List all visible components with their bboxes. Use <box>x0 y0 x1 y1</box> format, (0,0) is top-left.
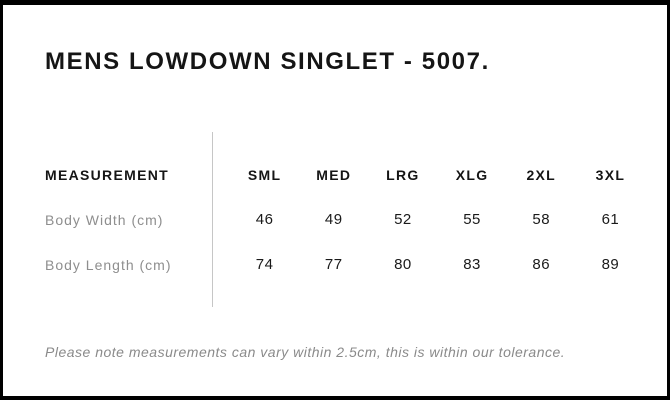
table-header-row: MEASUREMENT SML MED LRG XLG 2XL 3XL <box>45 152 645 197</box>
body-length-3xl: 89 <box>601 256 620 273</box>
body-length-xlg: 83 <box>463 256 481 273</box>
body-width-3xl: 61 <box>601 211 620 228</box>
size-header-lrg: LRG <box>386 166 420 183</box>
size-header-3xl: 3XL <box>595 166 626 183</box>
table-row-body-length: Body Length (cm) 74 77 80 83 86 89 <box>45 242 645 287</box>
measurement-column-header: MEASUREMENT <box>45 166 169 183</box>
body-width-lrg: 52 <box>394 211 412 228</box>
tolerance-note: Please note measurements can vary within… <box>45 344 566 360</box>
size-header-xlg: XLG <box>455 166 489 183</box>
body-width-med: 49 <box>324 211 343 228</box>
body-width-2xl: 58 <box>532 211 551 228</box>
row-label-body-width: Body Width (cm) <box>45 211 164 228</box>
body-length-2xl: 86 <box>532 256 551 273</box>
body-length-lrg: 80 <box>394 256 412 273</box>
table-divider-line <box>212 132 213 307</box>
size-table: MEASUREMENT SML MED LRG XLG 2XL 3XL Body… <box>45 152 645 287</box>
table-row-body-width: Body Width (cm) 46 49 52 55 58 61 <box>45 197 645 242</box>
body-width-xlg: 55 <box>463 211 481 228</box>
page-title: MENS LOWDOWN SINGLET - 5007. <box>45 48 490 75</box>
body-width-sml: 46 <box>255 211 274 228</box>
row-label-body-length: Body Length (cm) <box>45 256 172 273</box>
body-length-sml: 74 <box>255 256 274 273</box>
size-header-med: MED <box>316 166 352 183</box>
size-header-2xl: 2XL <box>526 166 557 183</box>
body-length-med: 77 <box>324 256 343 273</box>
size-header-sml: SML <box>247 166 282 183</box>
